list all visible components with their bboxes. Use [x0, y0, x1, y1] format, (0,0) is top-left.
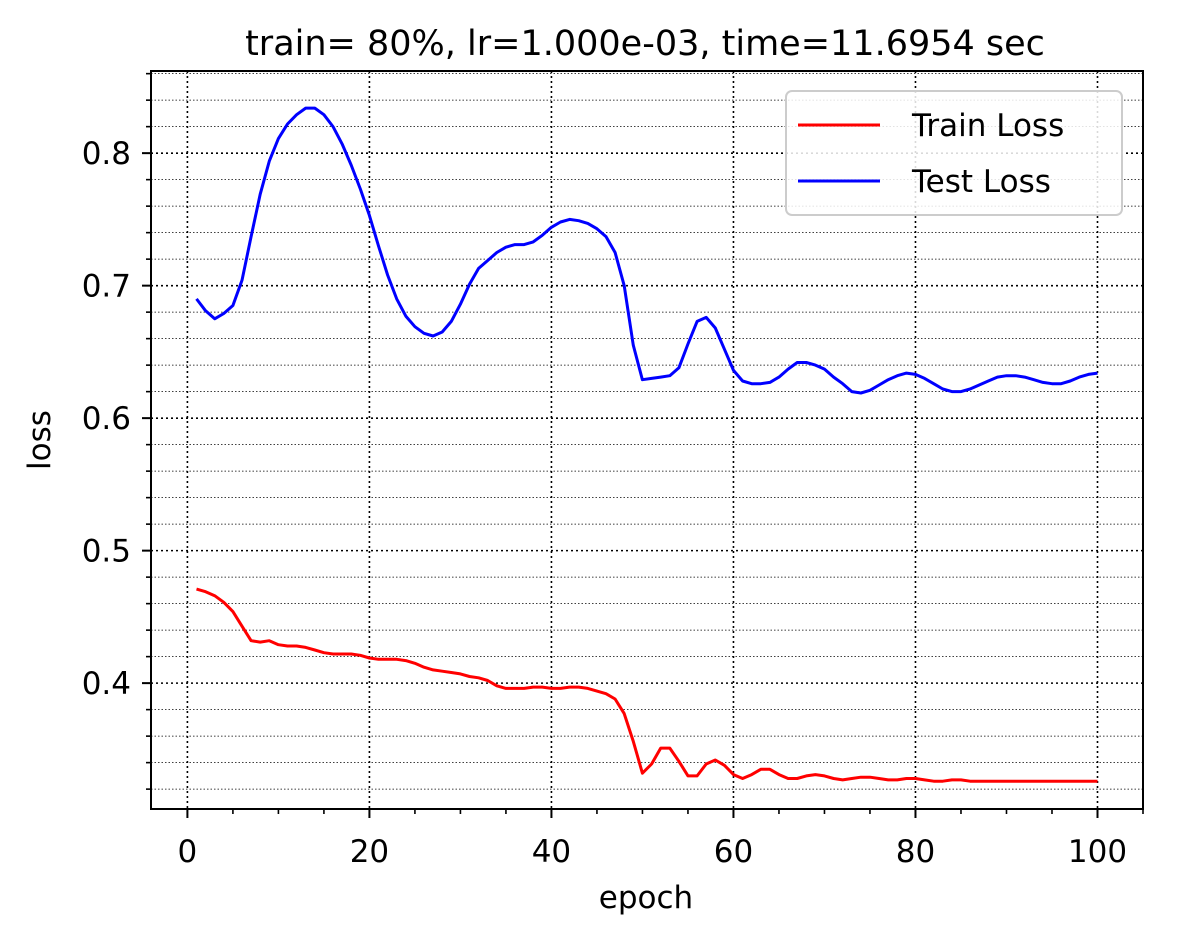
tick-labels: 0.4 0.5 0.6 0.7 0.8 0 20 40 60 80 100 — [82, 136, 1127, 870]
x-tick-label: 100 — [1068, 834, 1127, 870]
legend-box — [785, 90, 1123, 216]
series-layer — [195, 106, 1098, 783]
legend: Train Loss Test Loss — [785, 90, 1123, 216]
x-tick-label: 80 — [896, 834, 935, 870]
axis-ticks — [142, 72, 1144, 818]
legend-label-train-loss: Train Loss — [911, 108, 1064, 144]
legend-label-test-loss: Test Loss — [911, 164, 1051, 200]
y-tick-label: 0.7 — [82, 269, 131, 305]
x-tick-label: 40 — [532, 834, 571, 870]
y-tick-label: 0.4 — [82, 666, 131, 702]
plot-frame — [150, 70, 1144, 810]
x-tick-label: 20 — [350, 834, 389, 870]
y-tick-label: 0.8 — [82, 136, 131, 172]
series-line-test-loss — [195, 106, 1098, 395]
y-tick-label: 0.5 — [82, 534, 131, 570]
x-tick-label: 0 — [178, 834, 198, 870]
y-axis-label: loss — [22, 410, 58, 470]
y-tick-label: 0.6 — [82, 401, 131, 437]
x-tick-label: 60 — [714, 834, 753, 870]
x-axis-label: epoch — [599, 880, 693, 916]
chart-title: train= 80%, lr=1.000e-03, time=11.6954 s… — [245, 24, 1045, 64]
series-line-train-loss — [196, 587, 1098, 783]
